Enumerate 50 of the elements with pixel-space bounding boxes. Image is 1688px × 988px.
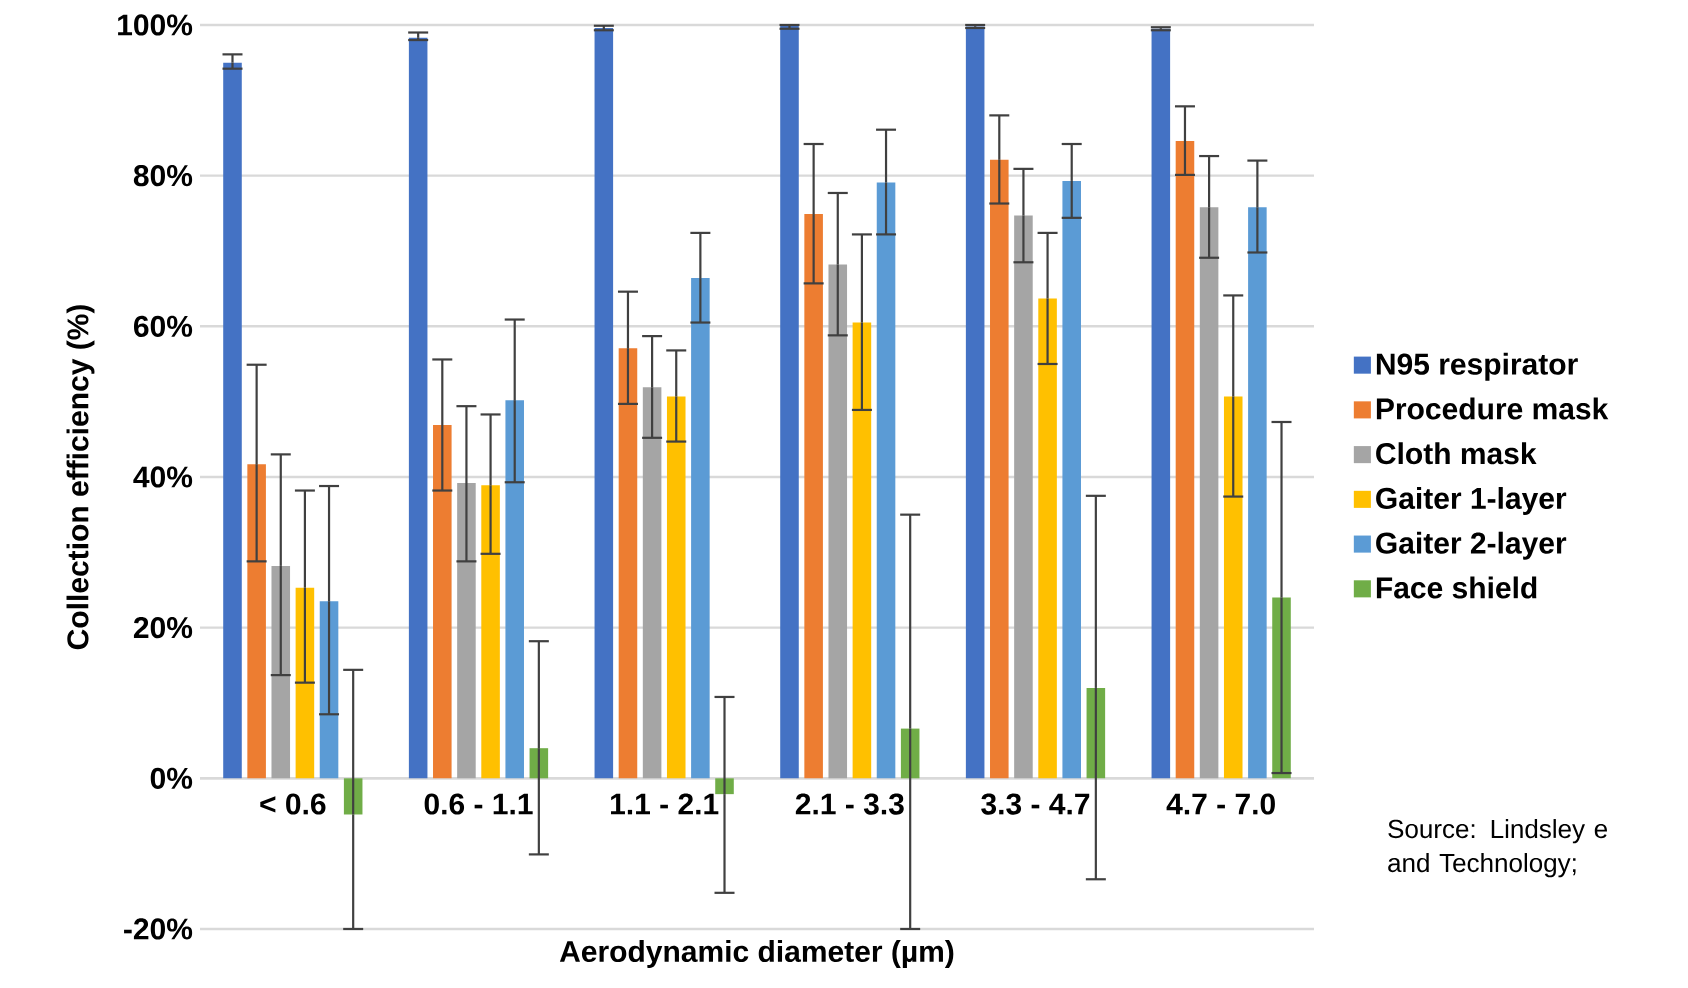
x-tick-label: 0.6 - 1.1 [424,793,533,815]
bar [876,182,896,779]
y-tick-label: 80% [133,165,193,187]
bar [594,28,614,779]
bar [1062,180,1081,779]
y-axis-title: Collection efficiency (%) [66,305,95,650]
legend-label: Procedure mask [1376,397,1609,420]
bar [433,425,452,779]
y-tick-label: 20% [133,617,193,639]
bar [505,400,524,779]
bar [1038,298,1057,779]
bar [408,37,428,779]
bar [691,278,710,779]
bar [1199,207,1219,779]
bar [295,587,315,779]
bar [852,322,872,779]
bar [990,159,1009,779]
y-tick-label: 0% [150,767,193,789]
bar [804,214,823,779]
bar [481,485,500,779]
x-axis-title: Aerodynamic diameter (µm) [559,940,954,969]
bar [1014,215,1033,779]
x-tick-label: 3.3 - 4.7 [981,793,1090,815]
bar [642,387,662,779]
bar [1223,396,1243,779]
legend-label: Face shield [1376,576,1537,599]
bar [223,62,242,779]
bar [965,26,985,779]
legend-label: Gaiter 1-layer [1376,486,1567,515]
x-tick-label: 2.1 - 3.3 [795,793,904,815]
x-tick-label: 4.7 - 7.0 [1166,793,1275,815]
bar [1151,28,1171,779]
y-tick-label: -20% [124,918,193,940]
bar [618,348,638,779]
x-tick-label: 1.1 - 2.1 [611,793,719,815]
y-tick-label: 40% [133,466,193,488]
legend-label: Cloth mask [1376,442,1537,465]
y-tick-label: 60% [133,315,193,337]
bar [780,25,799,779]
bar [457,483,476,779]
y-tick-label: 100% [118,14,193,36]
bar [666,396,686,779]
bar [1248,207,1267,779]
legend-label: Gaiter 2-layer [1376,531,1567,560]
x-tick-label: < 0.6 [260,793,326,815]
bar [828,264,848,779]
bar [1175,140,1195,779]
bar [247,464,266,779]
source-note: Source: Lindsley e and Technology; [1388,819,1607,878]
legend-label: N95 respirator [1376,352,1578,381]
